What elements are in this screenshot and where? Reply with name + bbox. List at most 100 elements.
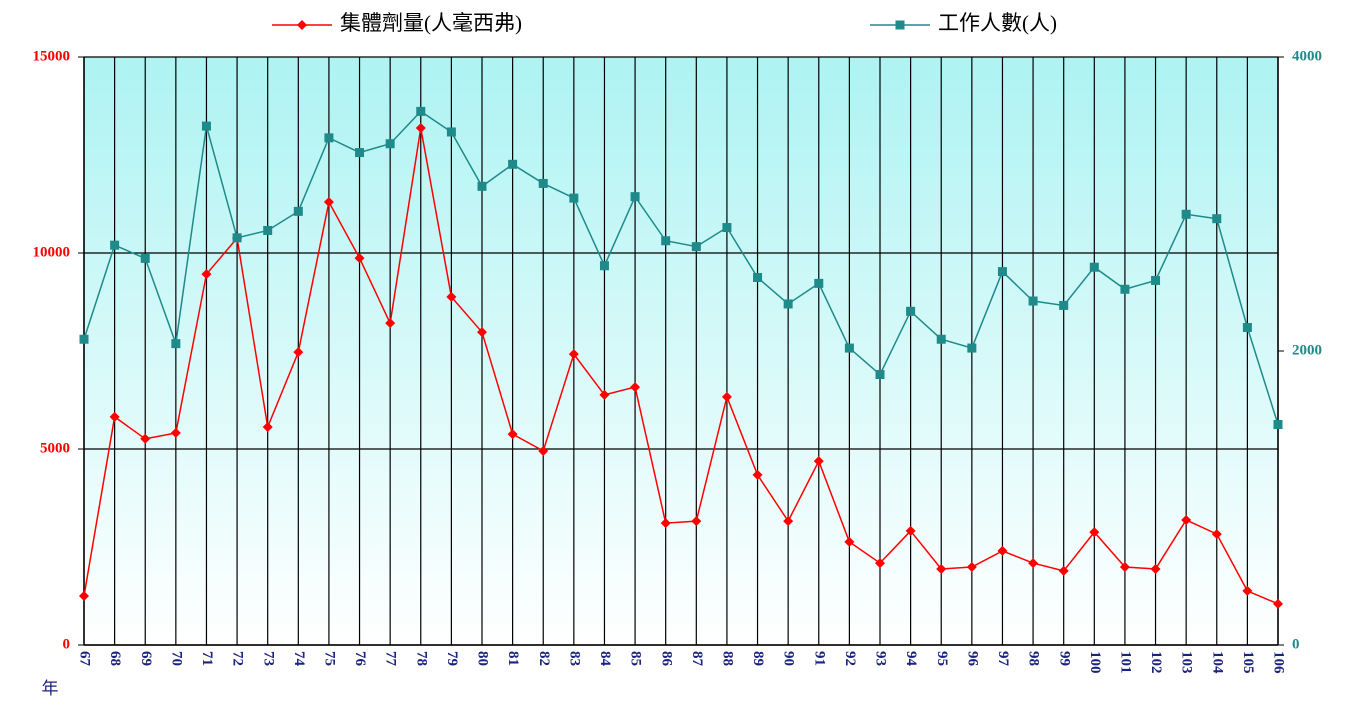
y-tick-label: 10000 (33, 244, 71, 260)
point (936, 334, 946, 344)
x-tick-label: 92 (842, 651, 858, 666)
x-tick-label: 105 (1240, 651, 1256, 674)
point (232, 233, 242, 243)
point (967, 343, 977, 353)
x-tick-label: 99 (1056, 651, 1072, 666)
point (477, 327, 487, 338)
point (844, 536, 855, 547)
point (293, 347, 304, 358)
x-tick-label: 104 (1209, 651, 1225, 674)
point (1119, 561, 1130, 572)
x-tick-label: 76 (352, 651, 368, 667)
legend-label: 工作人數(人) (938, 11, 1057, 35)
point (140, 253, 150, 263)
x-tick-label: 79 (444, 651, 460, 666)
x-tick-label: 86 (658, 651, 674, 667)
point (783, 299, 793, 309)
x-tick-label: 77 (383, 651, 399, 667)
point (875, 558, 885, 569)
point (722, 223, 732, 233)
point (109, 411, 120, 422)
point (783, 516, 794, 527)
point (997, 545, 1008, 556)
legend-marker (297, 20, 307, 30)
x-tick-label: 85 (628, 651, 644, 666)
point (1028, 558, 1039, 569)
point (691, 516, 702, 527)
point (905, 525, 916, 536)
x-tick-label: 106 (1271, 651, 1287, 674)
point (753, 273, 763, 282)
point (752, 469, 763, 480)
x-tick-label: 100 (1087, 651, 1103, 674)
point (1059, 300, 1069, 310)
point (630, 192, 640, 202)
point (201, 269, 212, 280)
point (385, 318, 396, 329)
x-tick-label: 69 (138, 651, 154, 666)
point (171, 339, 181, 349)
x-tick-label: 96 (964, 651, 980, 667)
point (1028, 296, 1038, 306)
point (355, 148, 365, 158)
point (906, 306, 916, 316)
x-tick-label: 81 (505, 651, 521, 666)
x-tick-label: 74 (291, 651, 307, 667)
x-tick-label: 95 (934, 651, 950, 666)
plot-area (84, 57, 1278, 645)
point (415, 122, 426, 133)
series-line (83, 127, 1279, 605)
point (599, 389, 610, 400)
point (323, 197, 334, 208)
point (1273, 598, 1283, 609)
point (385, 139, 395, 149)
x-tick-label: 78 (413, 651, 429, 666)
point (1150, 563, 1161, 574)
y2-tick-label: 4000 (1292, 48, 1322, 64)
point (936, 563, 947, 574)
point (1120, 284, 1130, 294)
point (1273, 420, 1283, 429)
point (844, 343, 854, 353)
x-axis-label: 年 (42, 679, 59, 698)
point (201, 121, 211, 131)
x-tick-label: 82 (536, 651, 552, 666)
point (1242, 585, 1253, 596)
point (170, 427, 181, 438)
point (966, 561, 977, 572)
x-tick-label: 90 (781, 651, 797, 666)
x-tick-label: 84 (597, 651, 613, 667)
point (416, 106, 426, 116)
x-tick-label: 97 (995, 651, 1011, 667)
point (508, 159, 518, 169)
x-tick-label: 67 (77, 651, 93, 667)
x-tick-label: 87 (689, 651, 705, 667)
point (354, 253, 365, 264)
point (538, 445, 549, 456)
x-tick-label: 71 (199, 651, 215, 666)
point (446, 127, 456, 137)
x-tick-label: 68 (107, 651, 123, 666)
legend-marker (895, 20, 905, 30)
x-tick-label: 91 (811, 651, 827, 666)
point (1181, 514, 1192, 525)
series-line (83, 110, 1279, 425)
point (630, 382, 641, 393)
point (538, 178, 548, 188)
y2-tick-label: 0 (1292, 636, 1300, 652)
x-tick-label: 94 (903, 651, 919, 667)
point (599, 261, 609, 271)
point (1211, 529, 1222, 540)
point (1089, 262, 1099, 272)
point (263, 225, 273, 235)
x-tick-label: 73 (260, 651, 276, 666)
point (1212, 214, 1222, 224)
point (569, 193, 579, 203)
point (721, 391, 732, 402)
point (997, 267, 1007, 277)
point (507, 429, 518, 440)
point (79, 591, 89, 601)
point (262, 422, 273, 433)
y2-tick-label: 2000 (1292, 342, 1322, 358)
